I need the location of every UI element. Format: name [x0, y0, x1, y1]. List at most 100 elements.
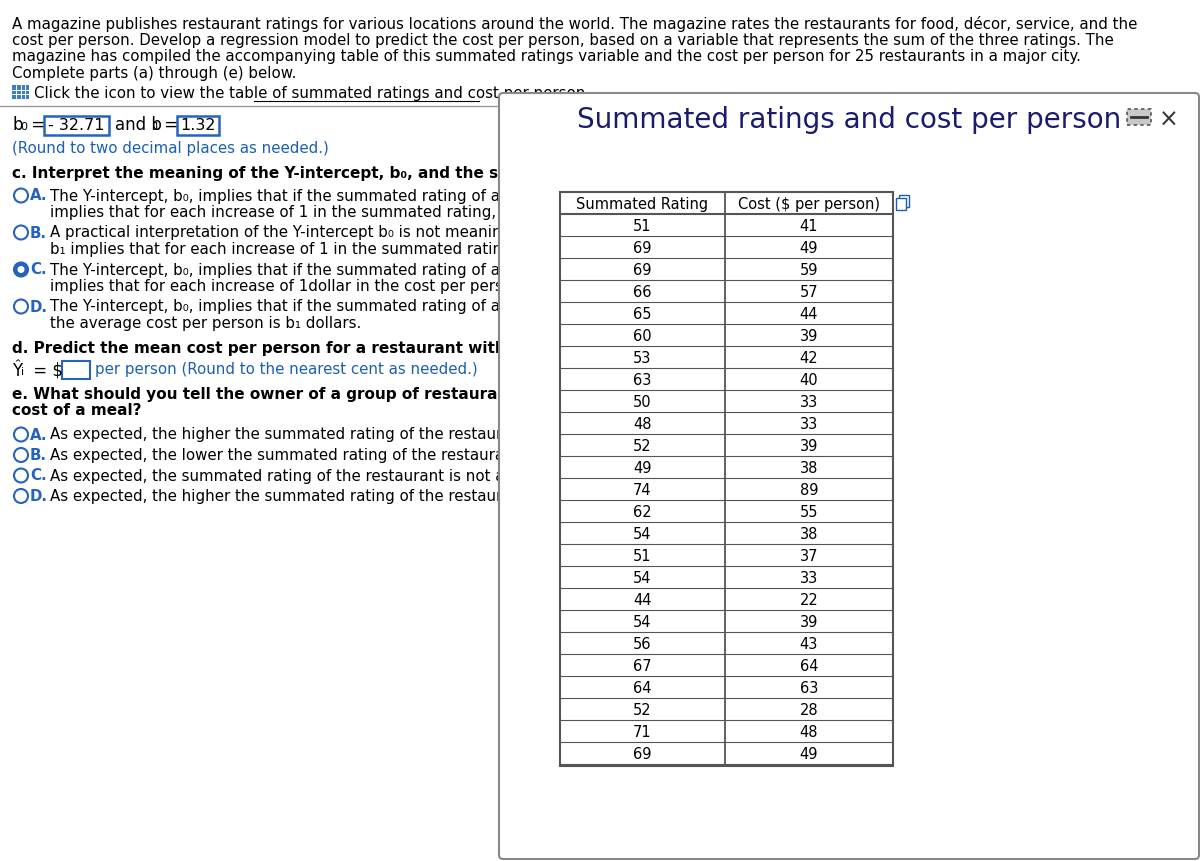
Text: C.: C. — [30, 263, 47, 277]
Text: 64: 64 — [799, 659, 818, 673]
Text: 42: 42 — [799, 350, 818, 366]
Text: ×: × — [1159, 108, 1178, 132]
Text: =: = — [26, 116, 46, 134]
Text: 41: 41 — [799, 219, 818, 233]
Text: 39: 39 — [800, 614, 818, 629]
Circle shape — [14, 469, 28, 483]
Text: 43: 43 — [800, 636, 818, 651]
Bar — [178, 116, 220, 135]
Text: 39: 39 — [800, 329, 818, 344]
Text: 38: 38 — [800, 526, 818, 542]
Text: Cost ($ per person): Cost ($ per person) — [738, 197, 880, 212]
Text: 69: 69 — [634, 746, 652, 761]
Text: Click the icon to view the table of summated ratings and cost per person.: Click the icon to view the table of summ… — [34, 86, 590, 101]
Text: 0: 0 — [20, 121, 28, 132]
Text: D.: D. — [30, 299, 48, 314]
Text: 52: 52 — [634, 438, 652, 454]
Text: the average cost per person is b₁ dollars.: the average cost per person is b₁ dollar… — [50, 316, 361, 331]
Text: 66: 66 — [634, 285, 652, 300]
Text: 69: 69 — [634, 263, 652, 278]
Text: b: b — [12, 116, 23, 134]
Circle shape — [14, 189, 28, 203]
Text: 33: 33 — [800, 570, 818, 585]
Text: d. Predict the mean cost per person for a restaurant with a summated: d. Predict the mean cost per person for … — [12, 340, 617, 355]
Text: C.: C. — [30, 468, 47, 483]
Circle shape — [14, 263, 28, 277]
Text: D.: D. — [30, 488, 48, 504]
Text: 1: 1 — [154, 121, 160, 132]
Text: 56: 56 — [634, 636, 652, 651]
Text: 33: 33 — [800, 394, 818, 410]
Text: 57: 57 — [799, 285, 818, 300]
Text: A.: A. — [30, 189, 48, 203]
Text: 71: 71 — [634, 724, 652, 739]
Text: 65: 65 — [634, 307, 652, 322]
Text: Ŷ: Ŷ — [12, 362, 22, 380]
Text: implies that for each increase of 1dollar in the cost per person: implies that for each increase of 1dolla… — [50, 279, 522, 294]
Text: 53: 53 — [634, 350, 652, 366]
Text: 40: 40 — [799, 373, 818, 387]
Text: 63: 63 — [800, 680, 818, 695]
FancyBboxPatch shape — [499, 94, 1199, 859]
Text: cost of a meal?: cost of a meal? — [12, 403, 142, 418]
Text: magazine has compiled the accompanying table of this summated ratings variable a: magazine has compiled the accompanying t… — [12, 49, 1081, 64]
Text: =: = — [158, 116, 178, 134]
Text: cost per person. Develop a regression model to predict the cost per person, base: cost per person. Develop a regression mo… — [12, 33, 1114, 47]
Text: 64: 64 — [634, 680, 652, 695]
Text: 37: 37 — [799, 548, 818, 563]
Text: and b: and b — [115, 116, 162, 134]
Text: B.: B. — [30, 448, 47, 462]
Text: The Y-intercept, b₀, implies that if the summated rating of a re: The Y-intercept, b₀, implies that if the… — [50, 263, 520, 277]
Text: 49: 49 — [799, 241, 818, 256]
Text: 33: 33 — [800, 417, 818, 431]
Bar — [12, 86, 29, 100]
Text: 39: 39 — [800, 438, 818, 454]
Text: = $: = $ — [28, 362, 64, 380]
Bar — [560, 193, 893, 766]
Text: Complete parts (a) through (e) below.: Complete parts (a) through (e) below. — [12, 65, 296, 80]
Bar — [896, 199, 906, 211]
Text: c. Interpret the meaning of the Y-intercept, b₀, and the slope, b₁. Cho: c. Interpret the meaning of the Y-interc… — [12, 166, 606, 181]
Text: As expected, the summated rating of the restaurant is not ass: As expected, the summated rating of the … — [50, 468, 521, 483]
Bar — [899, 195, 910, 208]
Text: A practical interpretation of the Y-intercept b₀ is not meaningfu: A practical interpretation of the Y-inte… — [50, 226, 526, 240]
Text: Summated ratings and cost per person: Summated ratings and cost per person — [577, 106, 1121, 133]
Text: 52: 52 — [634, 703, 652, 717]
Text: 1.32: 1.32 — [180, 118, 216, 133]
Text: 44: 44 — [799, 307, 818, 322]
Text: b₁ implies that for each increase of 1 in the summated rating,: b₁ implies that for each increase of 1 i… — [50, 242, 516, 257]
Text: i: i — [22, 367, 24, 376]
Text: 62: 62 — [634, 505, 652, 519]
Circle shape — [14, 226, 28, 240]
Text: 51: 51 — [634, 548, 652, 563]
Text: 55: 55 — [799, 505, 818, 519]
Text: 22: 22 — [799, 592, 818, 607]
Text: 49: 49 — [799, 746, 818, 761]
Text: As expected, the higher the summated rating of the restauran: As expected, the higher the summated rat… — [50, 427, 521, 442]
Text: 59: 59 — [799, 263, 818, 278]
Bar — [1127, 110, 1151, 126]
Text: Summated Rating: Summated Rating — [576, 197, 708, 212]
Text: 69: 69 — [634, 241, 652, 256]
Circle shape — [14, 449, 28, 462]
Circle shape — [18, 267, 24, 274]
Text: 54: 54 — [634, 614, 652, 629]
Bar — [44, 116, 109, 135]
Text: 38: 38 — [800, 461, 818, 475]
Text: 67: 67 — [634, 659, 652, 673]
Text: 48: 48 — [799, 724, 818, 739]
Text: 44: 44 — [634, 592, 652, 607]
Circle shape — [14, 428, 28, 442]
Text: (Round to two decimal places as needed.): (Round to two decimal places as needed.) — [12, 141, 329, 157]
Text: As expected, the higher the summated rating of the restauran: As expected, the higher the summated rat… — [50, 488, 521, 504]
Bar — [62, 362, 90, 380]
Text: 28: 28 — [799, 703, 818, 717]
Text: The Y-intercept, b₀, implies that if the summated rating of a re: The Y-intercept, b₀, implies that if the… — [50, 189, 520, 203]
Text: 89: 89 — [799, 482, 818, 498]
Text: The Y-intercept, b₀, implies that if the summated rating of a re: The Y-intercept, b₀, implies that if the… — [50, 299, 520, 314]
Text: 63: 63 — [634, 373, 652, 387]
Text: 54: 54 — [634, 570, 652, 585]
Text: 60: 60 — [634, 329, 652, 344]
Text: - 32.71: - 32.71 — [48, 118, 104, 133]
Text: implies that for each increase of 1 in the summated rating, the: implies that for each increase of 1 in t… — [50, 205, 526, 220]
